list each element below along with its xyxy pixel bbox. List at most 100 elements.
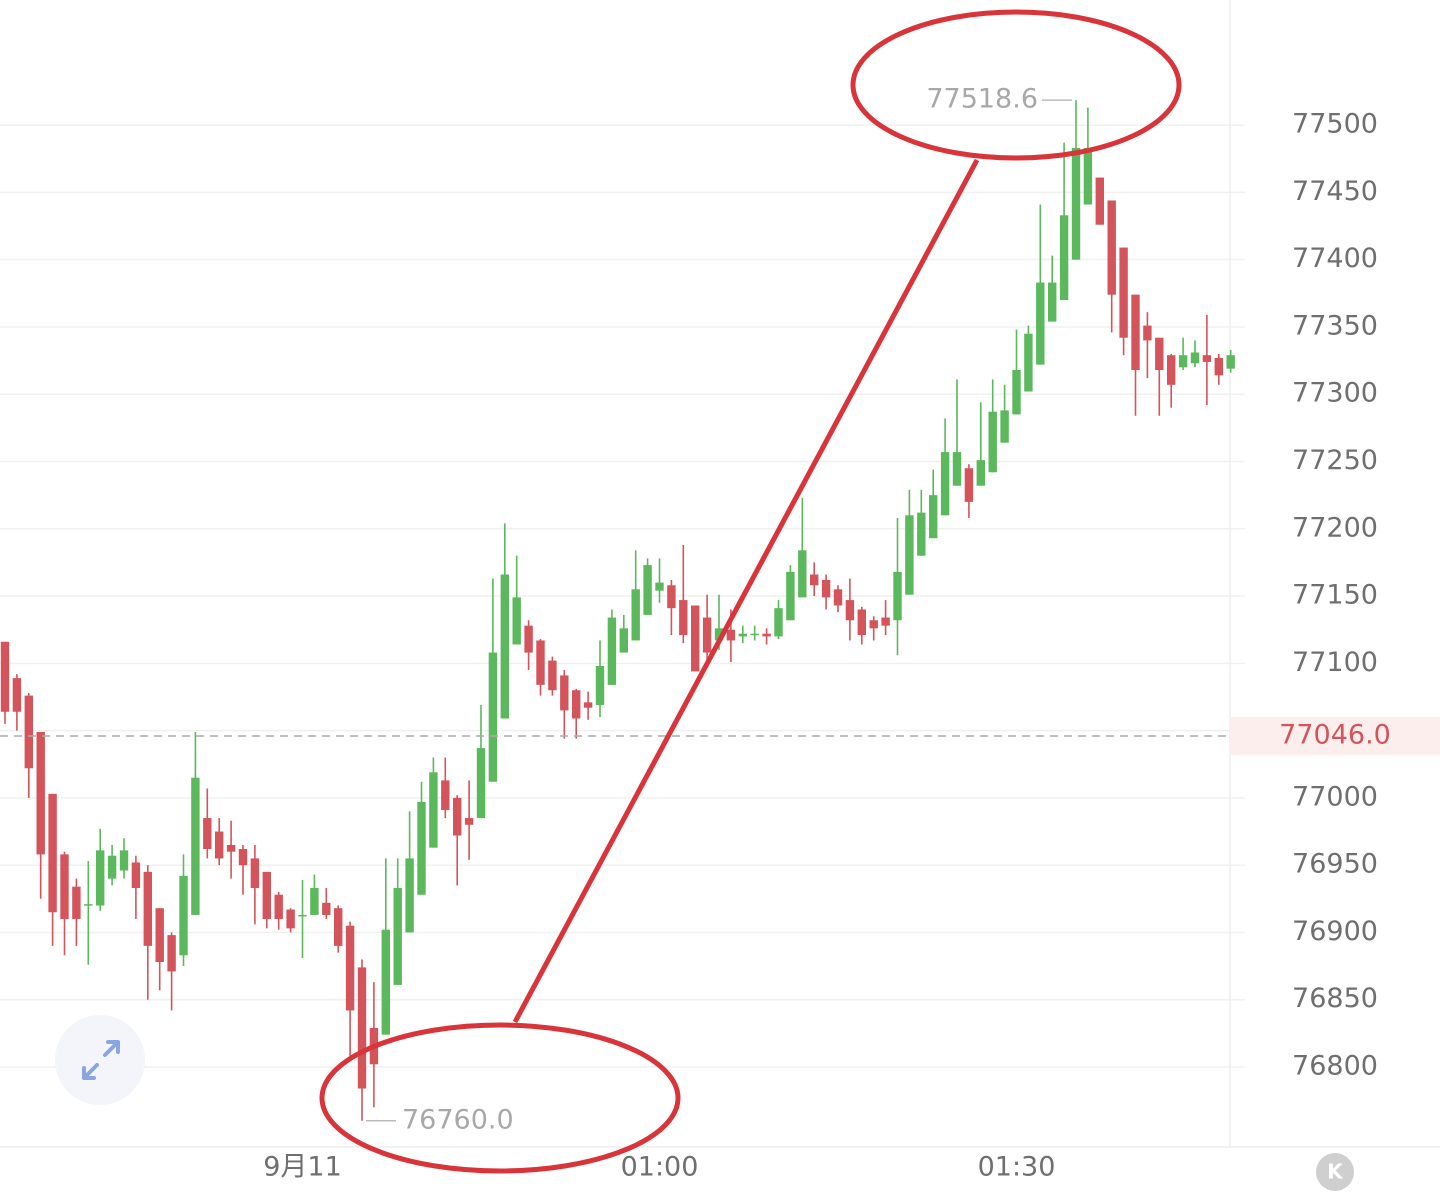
candle-body [726,629,736,641]
candle-body [60,854,69,919]
y-tick-label: 77450 [1292,176,1378,207]
candle-body [215,831,224,859]
y-tick-label: 77500 [1292,109,1378,140]
last-price-label: 77046.0 [1279,719,1391,750]
candle-body [1226,355,1235,369]
y-tick-label: 76950 [1292,849,1378,880]
candle-body [298,914,307,917]
candle-body [310,888,319,915]
candle-body [798,550,807,598]
candle-body [262,871,271,919]
candle-body [619,628,628,653]
y-tick-label: 76850 [1292,983,1378,1014]
x-tick-label: 9月11 [263,1152,342,1183]
candle-body [738,633,747,637]
candle-body [1059,215,1069,301]
candle-body [893,571,902,621]
candle-body [964,468,974,502]
candle-body [976,460,985,486]
candle-body [72,886,81,919]
candle-body [572,690,581,719]
annotation [319,9,1182,1174]
y-tick-label: 77200 [1292,512,1378,543]
candle-body [250,858,260,889]
y-tick-label: 77300 [1292,378,1378,409]
candle-body [762,633,771,637]
candle-body [524,625,533,653]
candle-body [464,818,474,825]
candle-body [548,660,557,691]
labels: 7680076850769007695077000770507710077150… [263,84,1440,1183]
candle-body [322,902,331,915]
candle-body [12,678,22,712]
candle-body [1167,355,1176,385]
candle-body [476,748,486,819]
candle-body [429,772,438,848]
candle-body [274,894,283,919]
x-tick-label: 01:30 [978,1152,1056,1183]
max-label: 77518.6 [926,84,1038,115]
y-tick-label: 76800 [1292,1050,1378,1081]
candle-body [357,967,367,1089]
candle-body [488,652,498,782]
candle-body [48,793,57,913]
candle-body [1107,200,1116,295]
candle-body [1071,148,1081,260]
candle-body [1048,282,1057,322]
candle-body [536,640,545,685]
candle-body [857,609,866,636]
y-tick-label: 77400 [1292,243,1378,274]
candle-body [702,617,712,653]
candle-body [345,925,355,1011]
candle-body [36,731,45,855]
candle-body [607,617,617,685]
candle-body [191,777,200,915]
candle-body [226,844,236,852]
candle-body [1095,177,1104,225]
candle-body [667,585,676,609]
k-button[interactable]: K [1316,1153,1354,1191]
candle-body [714,628,724,641]
candle-body [203,818,212,849]
candle-body [691,605,700,672]
candle-body [119,850,129,871]
candle-body [96,850,105,906]
candle-body [24,695,33,769]
candle-body [845,600,855,621]
candle-body [940,452,950,516]
candle-body [952,452,962,486]
candle-body [334,908,343,946]
candle-body [0,641,10,712]
candle-body [786,571,795,621]
y-tick-label: 77000 [1292,781,1378,812]
candle-body [453,797,462,836]
candle-body [750,633,759,636]
candle-body [905,515,914,595]
candle-body [560,675,569,711]
candle-body [167,935,176,972]
candle-body [1024,333,1033,392]
k-button-label: K [1327,1160,1344,1184]
y-tick-label: 77250 [1292,445,1378,476]
candle-body [393,888,402,985]
candle-body [417,801,426,895]
candle-body [810,574,819,586]
candle-body [821,579,831,598]
expand-button[interactable] [55,1015,145,1105]
candle-body [441,780,450,810]
x-tick-label: 01:00 [621,1152,699,1183]
y-tick-label: 77100 [1292,647,1378,678]
candle-body [655,582,664,591]
candle-body [595,666,605,706]
grid [0,124,1245,1068]
candle-body [381,929,390,1035]
candle-body [917,512,926,556]
candle-body [405,858,414,933]
candle-body [143,871,152,946]
candle-body [238,848,248,866]
y-tick-label: 77150 [1292,580,1378,611]
candle-body [131,862,141,889]
candle-body [1131,294,1140,371]
candle-body [286,909,295,929]
